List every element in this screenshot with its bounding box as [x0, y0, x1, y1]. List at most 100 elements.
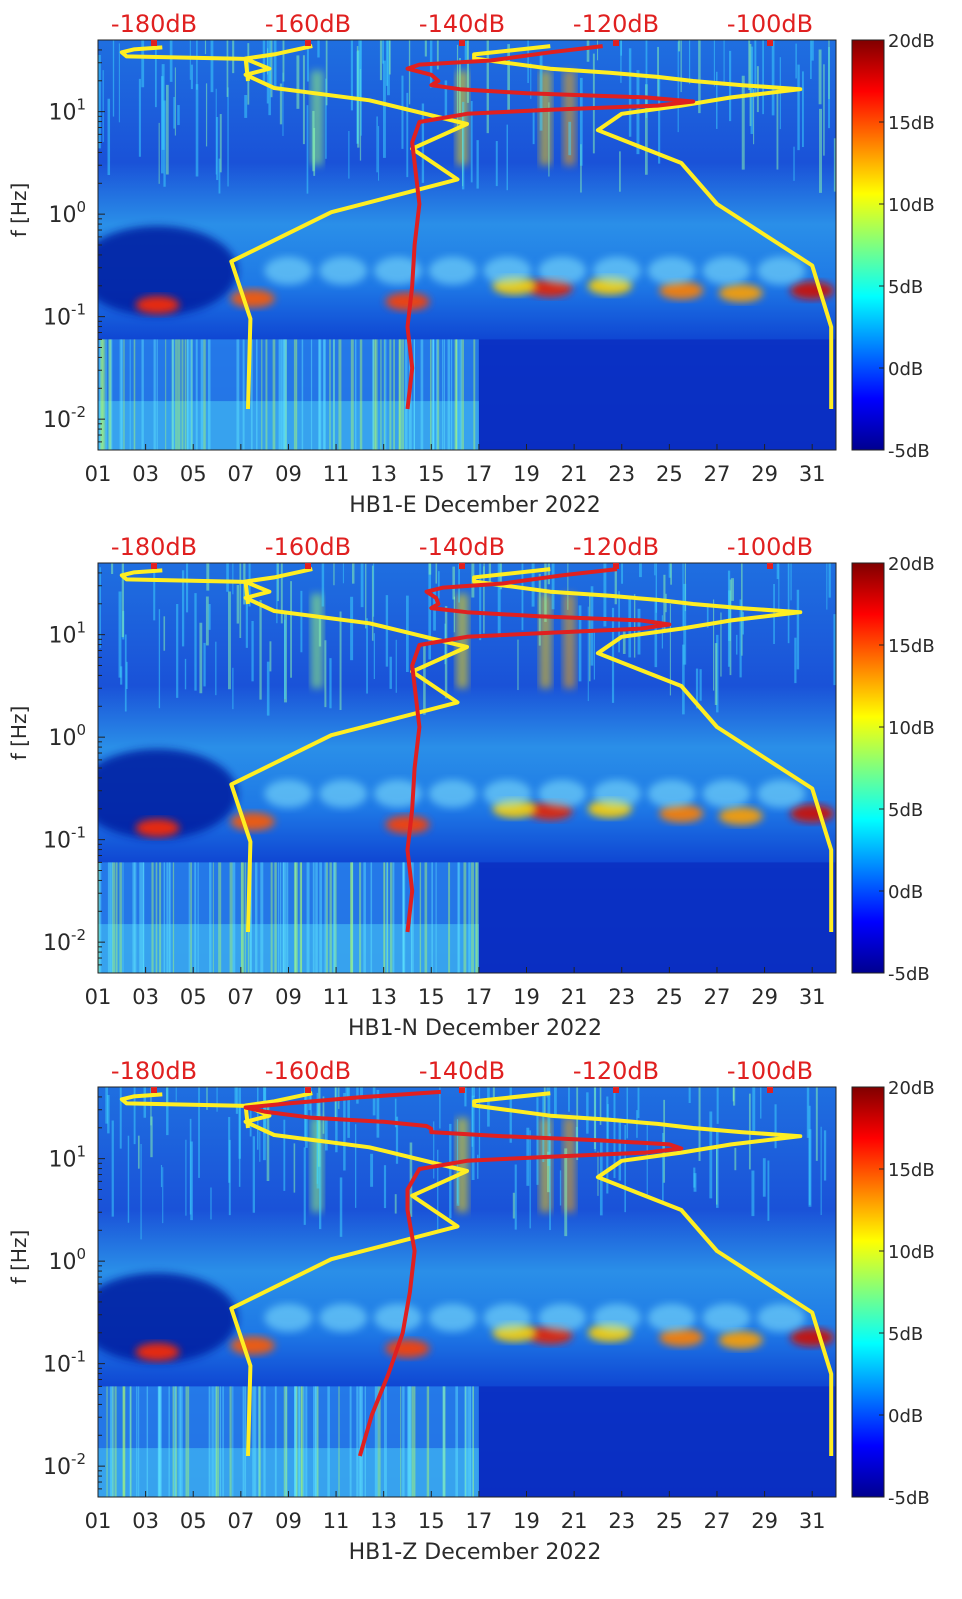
colorbar-tick-label: -5dB	[888, 441, 930, 462]
low-noise-model-curve	[243, 44, 313, 82]
quiet-region	[98, 225, 238, 316]
x-tick-label: 31	[799, 985, 826, 1009]
y-tick-label: 100	[48, 1245, 86, 1275]
colorbar-tick-label: 10dB	[888, 718, 935, 739]
x-tick-label: 11	[323, 985, 350, 1009]
microseism-peak	[230, 289, 275, 308]
colorbar-tick-label: 5dB	[888, 1324, 923, 1345]
colorbar-gradient	[851, 1086, 885, 1498]
x-tick-label: 07	[227, 985, 254, 1009]
x-tick-label: 01	[85, 985, 112, 1009]
x-tick-label: 07	[227, 462, 254, 486]
microseism-peak	[718, 1331, 763, 1350]
y-tick-base: 10	[48, 1250, 76, 1275]
x-tick-label: 09	[275, 462, 302, 486]
microseism-peak	[385, 1339, 430, 1358]
colorbar-tick-label: 20dB	[888, 554, 935, 575]
y-tick-base: 10	[43, 829, 71, 854]
colorbar-tick-label: -5dB	[888, 1488, 930, 1509]
x-tick-label: 03	[132, 1509, 159, 1533]
top-db-tick-mark	[151, 40, 157, 46]
x-tick-label: 27	[704, 462, 731, 486]
microseism-arc	[757, 779, 806, 808]
x-tick-label: 25	[656, 1509, 683, 1533]
microseism-arc	[592, 1303, 641, 1332]
y-tick-exponent: 0	[76, 1245, 86, 1263]
microseism-arc	[428, 256, 477, 285]
colorbar-tick-label: 0dB	[888, 359, 923, 380]
x-tick-label: 21	[561, 985, 588, 1009]
microseism-arc	[702, 256, 751, 285]
low-frequency-band-dark	[478, 339, 836, 450]
low-noise-model-low-curve	[119, 45, 469, 410]
microseism-peak	[659, 1328, 704, 1347]
top-db-tick-label: -180dB	[111, 10, 197, 38]
microseism-arc	[483, 779, 532, 808]
colorbar-tick-label: -5dB	[888, 964, 930, 985]
x-tick-label: 09	[275, 1509, 302, 1533]
very-low-frequency-band	[98, 1448, 479, 1497]
y-tick-exponent: 1	[76, 1143, 86, 1161]
x-tick-label: 05	[180, 1509, 207, 1533]
x-tick-label: 11	[323, 1509, 350, 1533]
microseism-peak	[135, 295, 180, 314]
colorbar-tick-label: 5dB	[888, 277, 923, 298]
top-db-tick-mark	[459, 563, 465, 569]
high-noise-model-curve	[472, 44, 834, 409]
microseism-peak	[790, 281, 835, 300]
x-axis-label: HB1-N December 2022	[348, 1016, 602, 1041]
microseism-arc	[373, 256, 422, 285]
microseism-peak	[385, 292, 430, 311]
low-frequency-band-dark	[478, 1386, 836, 1497]
very-low-frequency-band	[98, 401, 479, 450]
colorbar-gradient	[851, 562, 885, 974]
top-db-tick-label: -140dB	[419, 10, 505, 38]
y-tick-label: 10-2	[43, 926, 86, 956]
colorbar: 20dB 15dB 10dB 5dB 0dB -5dB	[851, 31, 935, 462]
y-tick-label: 100	[48, 198, 86, 228]
high-noise-model-curve	[472, 567, 834, 932]
y-tick-base: 10	[43, 1353, 71, 1378]
x-tick-label: 03	[132, 462, 159, 486]
median-psd-curve	[405, 44, 696, 410]
y-tick-label: 10-2	[43, 403, 86, 433]
x-tick-label: 29	[751, 1509, 778, 1533]
x-tick-label: 23	[608, 985, 635, 1009]
microseism-peak	[135, 818, 180, 837]
x-tick-label: 13	[370, 1509, 397, 1533]
x-tick-label: 19	[513, 1509, 540, 1533]
colorbar-tick-label: 15dB	[888, 1160, 935, 1181]
colorbar-tick-label: 20dB	[888, 31, 935, 52]
colorbar-tick-label: 5dB	[888, 800, 923, 821]
x-tick-label: 11	[323, 462, 350, 486]
x-axis-label: HB1-Z December 2022	[349, 1540, 602, 1565]
top-db-tick-mark	[305, 1087, 311, 1093]
top-db-tick-mark	[459, 40, 465, 46]
x-tick-label: 17	[466, 462, 493, 486]
y-axis-label: f [Hz]	[7, 183, 31, 238]
y-axis-label: f [Hz]	[7, 1230, 31, 1285]
x-tick-label: 15	[418, 1509, 445, 1533]
microseism-arc	[483, 256, 532, 285]
colorbar-tick-label: 20dB	[888, 1078, 935, 1099]
top-db-tick-mark	[305, 40, 311, 46]
x-tick-label: 31	[799, 1509, 826, 1533]
low-frequency-band-dark	[478, 862, 836, 973]
top-db-tick-label: -180dB	[111, 533, 197, 561]
microseism-arc	[319, 1303, 368, 1332]
x-tick-label: 19	[513, 462, 540, 486]
x-tick-label: 15	[418, 985, 445, 1009]
microseism-peak	[790, 1328, 835, 1347]
top-db-tick-mark	[613, 563, 619, 569]
x-tick-label: 15	[418, 462, 445, 486]
x-tick-label: 17	[466, 985, 493, 1009]
microseism-arc	[373, 779, 422, 808]
y-tick-base: 10	[43, 1455, 71, 1480]
colorbar-tick-label: 15dB	[888, 636, 935, 657]
x-tick-label: 27	[704, 1509, 731, 1533]
x-axis-label: HB1-E December 2022	[349, 493, 601, 518]
x-tick-label: 09	[275, 985, 302, 1009]
y-tick-exponent: 1	[76, 96, 86, 114]
y-axis-label: f [Hz]	[7, 706, 31, 761]
